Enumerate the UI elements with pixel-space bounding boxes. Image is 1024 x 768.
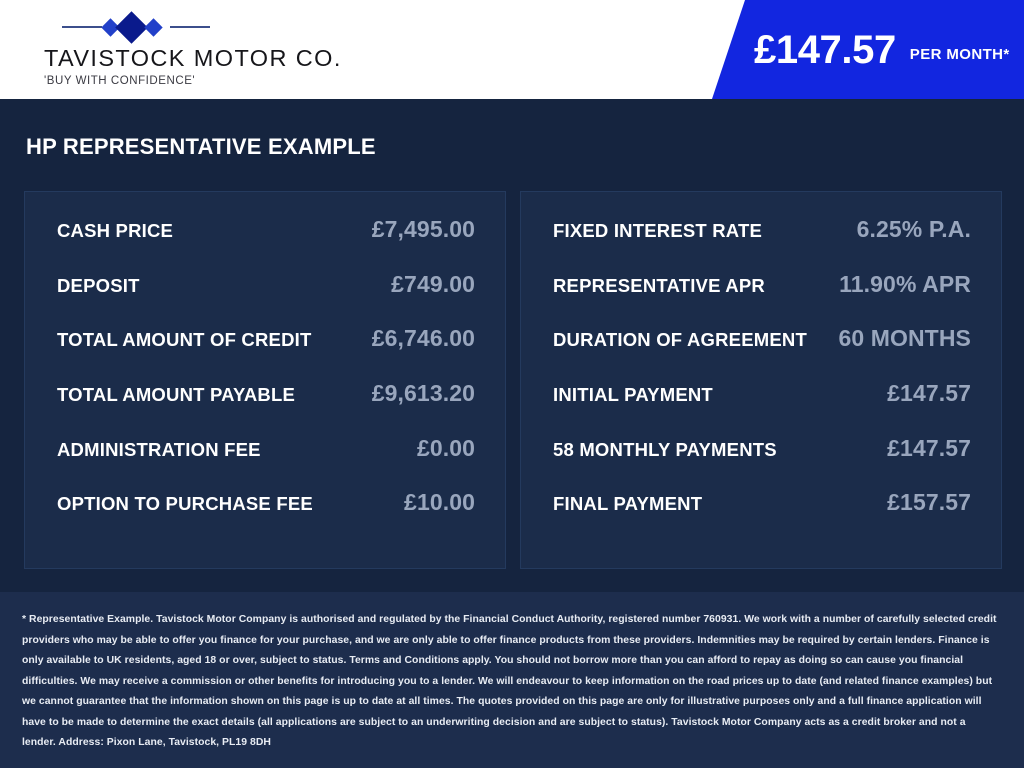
emblem-rule-right [170,26,210,28]
row-label: TOTAL AMOUNT PAYABLE [57,384,296,405]
row-value: £6,746.00 [371,325,475,352]
row-value: 60 MONTHS [838,325,971,352]
company-logo[interactable]: TAVISTOCK MOTOR CO. 'BUY WITH CONFIDENCE… [44,11,374,87]
table-row: TOTAL AMOUNT OF CREDIT £6,746.00 [57,325,475,380]
table-row: ADMINISTRATION FEE £0.00 [57,435,475,490]
row-value: 11.90% APR [839,270,971,297]
row-value: £147.57 [887,380,971,406]
table-row: DURATION OF AGREEMENT 60 MONTHS [553,325,971,380]
row-label: FINAL PAYMENT [553,493,703,515]
row-label: DURATION OF AGREEMENT [553,329,807,351]
row-label: FIXED INTEREST RATE [553,219,763,241]
row-label: 58 MONTHLY PAYMENTS [553,438,777,460]
table-row: TOTAL AMOUNT PAYABLE £9,613.20 [57,380,475,435]
row-value: £7,495.00 [371,215,475,242]
row-value: £0.00 [416,434,475,461]
row-label: DEPOSIT [57,274,140,296]
table-row: FIXED INTEREST RATE 6.25% P.A. [553,216,971,271]
row-label: REPRESENTATIVE APR [553,274,765,296]
monthly-price-period: PER MONTH* [909,45,1010,63]
row-label: INITIAL PAYMENT [553,384,713,405]
row-label: ADMINISTRATION FEE [57,438,261,460]
table-row: INITIAL PAYMENT £147.57 [553,380,971,435]
brand-tagline: 'BUY WITH CONFIDENCE' [44,75,196,87]
table-row: CASH PRICE £7,495.00 [57,216,475,271]
row-value: £10.00 [404,489,475,516]
row-value: £147.57 [887,434,971,461]
row-label: CASH PRICE [57,219,174,241]
brand-name: TAVISTOCK MOTOR CO. [44,45,342,71]
monthly-price-banner: £147.57 PER MONTH* [712,0,1024,99]
table-row: DEPOSIT £749.00 [57,271,475,326]
row-label: OPTION TO PURCHASE FEE [57,493,313,515]
row-label: TOTAL AMOUNT OF CREDIT [57,329,312,351]
monthly-price-amount: £147.57 [754,27,896,72]
emblem-rule-left [62,26,102,28]
row-value: 6.25% P.A. [856,215,971,242]
right-panel: FIXED INTEREST RATE 6.25% P.A. REPRESENT… [520,191,1002,569]
table-row: FINAL PAYMENT £157.57 [553,489,971,544]
left-panel: CASH PRICE £7,495.00 DEPOSIT £749.00 TOT… [24,191,506,569]
finance-details-panels: CASH PRICE £7,495.00 DEPOSIT £749.00 TOT… [24,191,1002,569]
row-value: £157.57 [887,489,971,516]
footer-disclaimer-band: * Representative Example. Tavistock Moto… [0,592,1024,768]
table-row: 58 MONTHLY PAYMENTS £147.57 [553,435,971,490]
emblem-diamond-right [144,18,163,37]
table-row: REPRESENTATIVE APR 11.90% APR [553,271,971,326]
disclaimer-text: * Representative Example. Tavistock Moto… [22,614,997,748]
page-title: HP REPRESENTATIVE EXAMPLE [26,134,376,159]
table-row: OPTION TO PURCHASE FEE £10.00 [57,489,475,544]
emblem-diamond-center [115,11,148,44]
row-value: £749.00 [391,270,475,297]
diamond-emblem-icon [62,11,238,44]
row-value: £9,613.20 [371,380,475,406]
page-header: TAVISTOCK MOTOR CO. 'BUY WITH CONFIDENCE… [0,0,1024,99]
